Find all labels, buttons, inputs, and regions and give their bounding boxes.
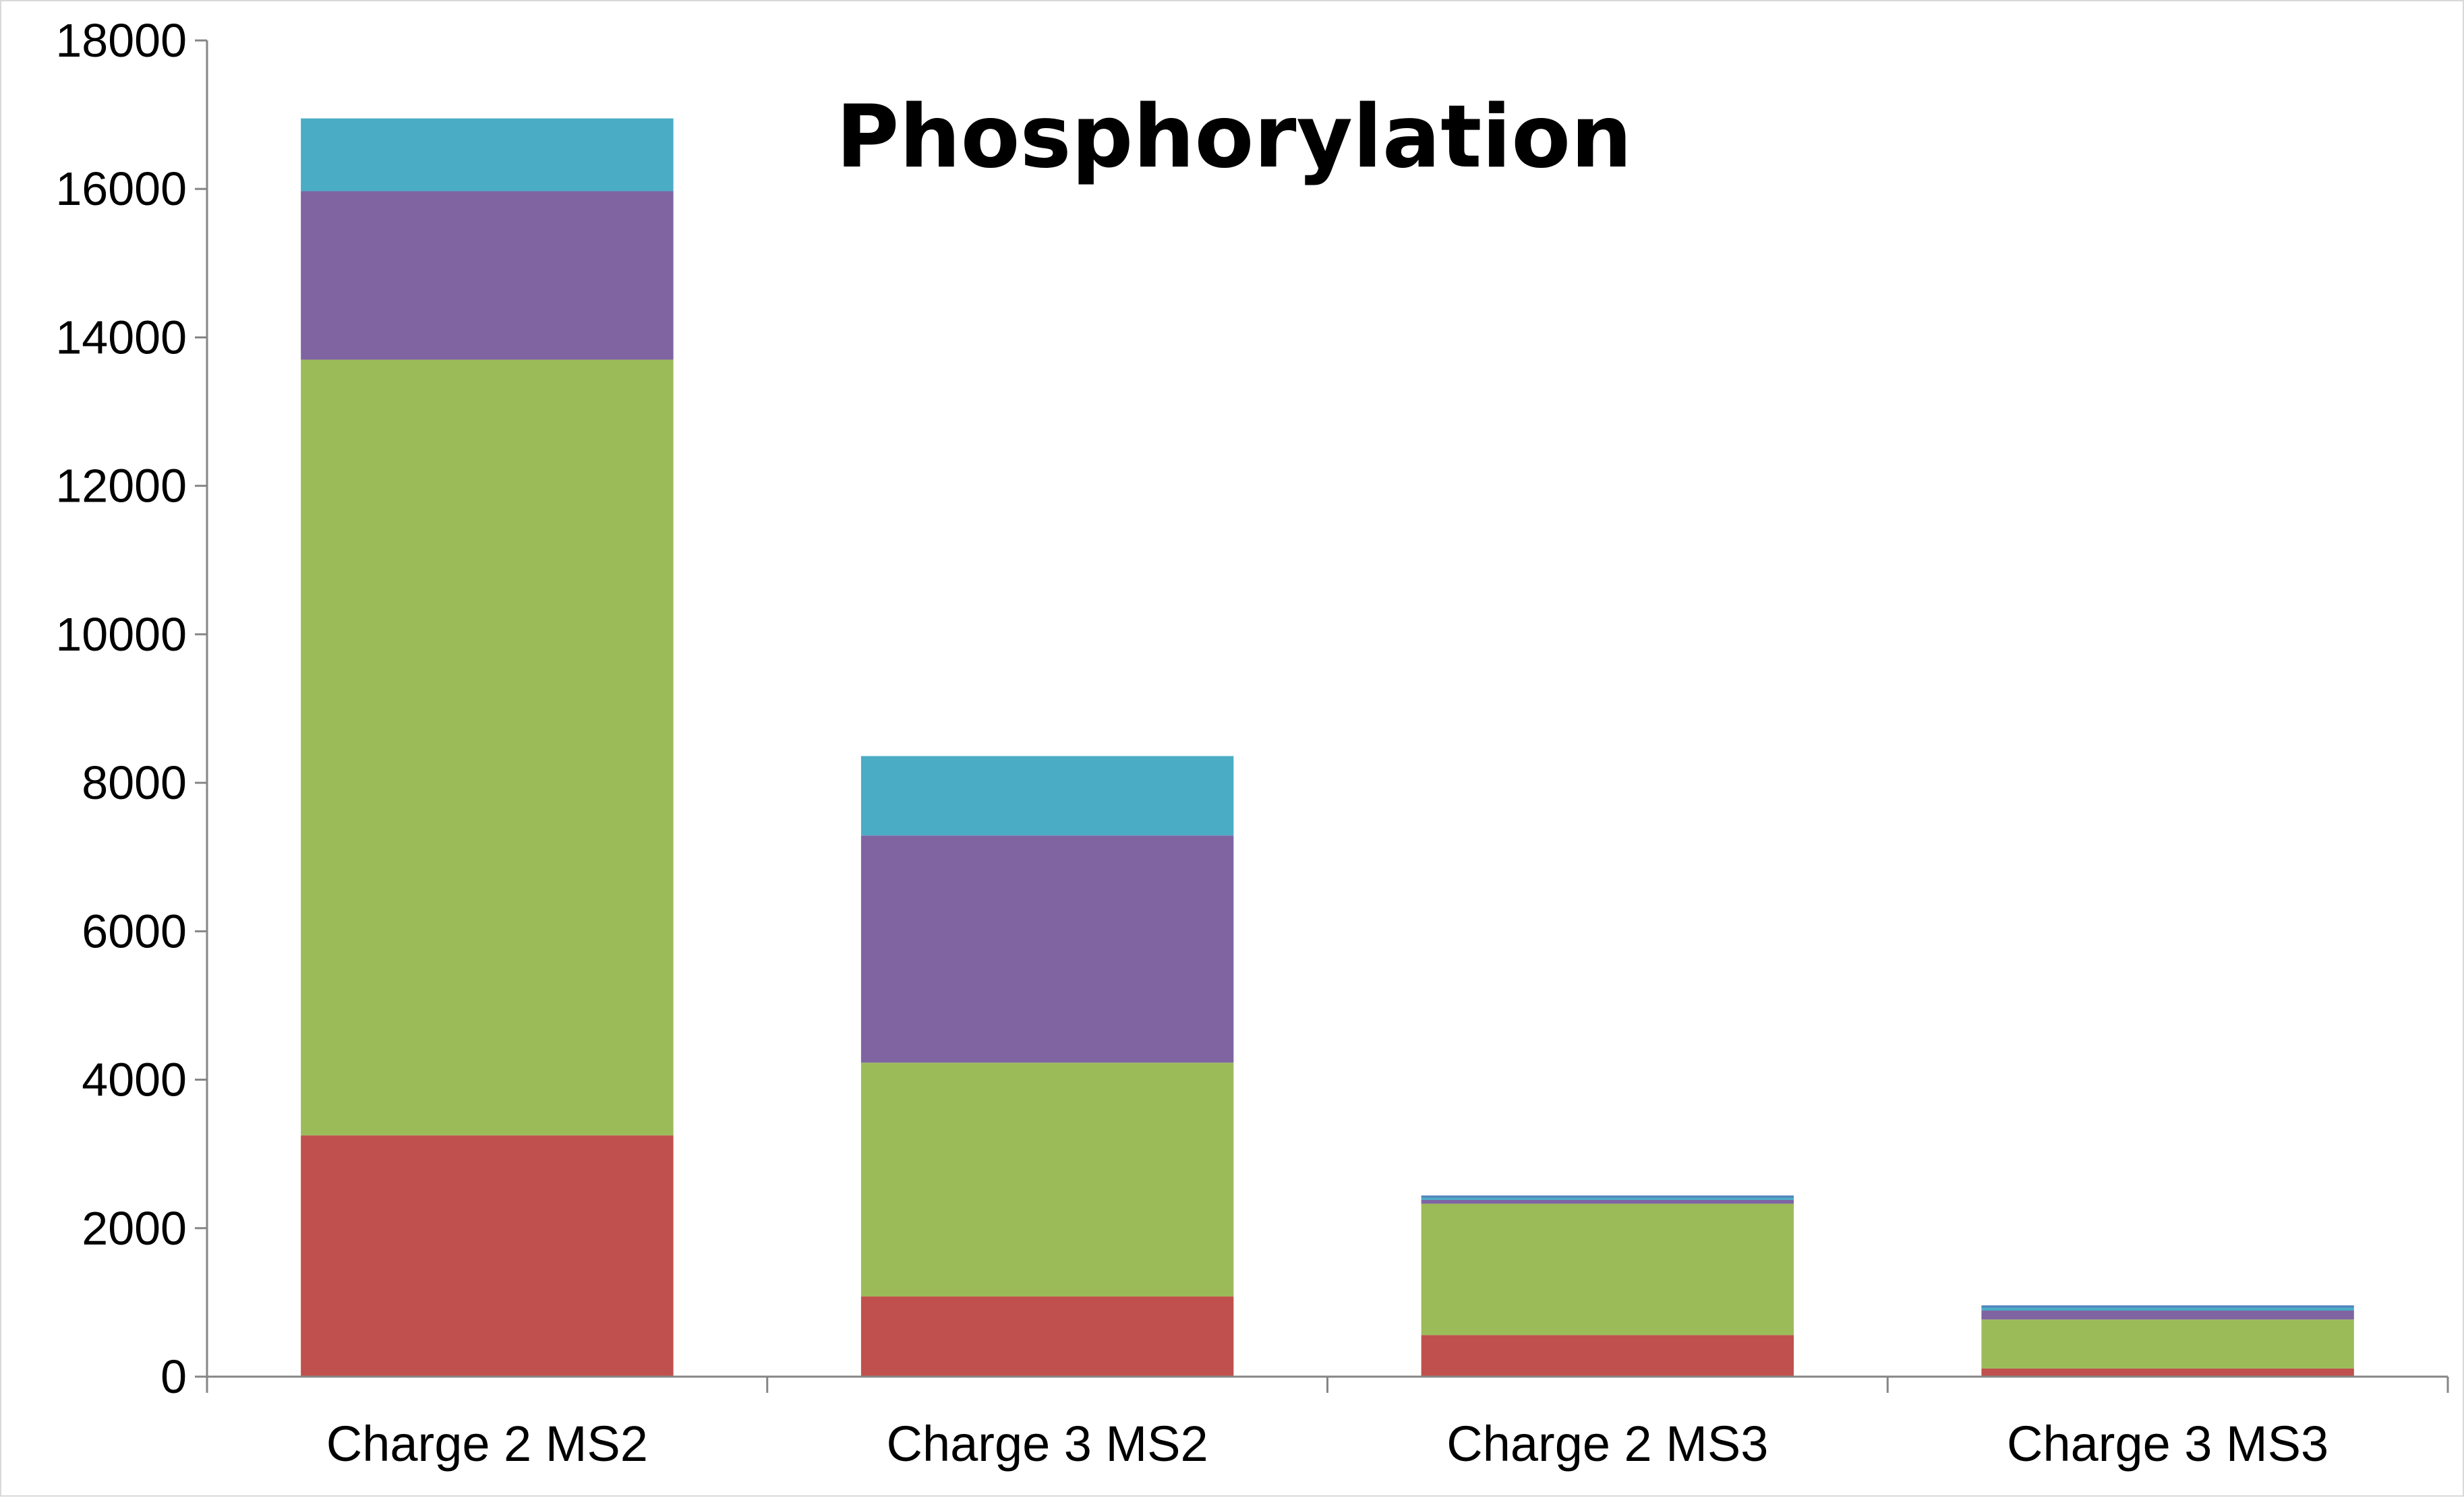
bar-segment xyxy=(1421,1195,1794,1198)
bar-segment xyxy=(301,118,674,191)
x-category-label: Charge 3 MS3 xyxy=(2007,1416,2328,1472)
bar-segment xyxy=(860,1296,1234,1377)
x-axis-ticks: Charge 2 MS2 Charge 3 MS2 Charge 2 MS3 Char… xyxy=(206,1377,2449,1472)
bar-segment xyxy=(860,835,1234,1063)
y-axis-ticks: 0 2000 4000 6000 8000 10000 12000 14000 16000 180… xyxy=(55,14,207,1403)
bar-segment xyxy=(1981,1319,2354,1369)
x-category-label: Charge 2 MS3 xyxy=(1446,1416,1768,1472)
bar-segment xyxy=(1981,1307,2354,1311)
y-tick-label: 0 xyxy=(160,1350,187,1403)
y-tick-label: 14000 xyxy=(55,311,187,363)
bars-layer xyxy=(301,118,2354,1377)
bar-segment xyxy=(1421,1199,1794,1204)
bar-segment xyxy=(301,1135,674,1377)
y-tick-label: 12000 xyxy=(55,460,187,512)
y-tick-label: 2000 xyxy=(82,1202,187,1255)
bar-segment xyxy=(301,191,674,360)
y-tick-label: 18000 xyxy=(55,14,187,67)
x-category-label: Charge 3 MS2 xyxy=(887,1416,1208,1472)
y-tick-label: 6000 xyxy=(82,905,187,957)
y-tick-label: 4000 xyxy=(82,1054,187,1106)
bar-segment xyxy=(1981,1305,2354,1308)
bar-segment xyxy=(860,1062,1234,1297)
y-tick-label: 16000 xyxy=(55,162,187,215)
bar-segment xyxy=(1981,1311,2354,1320)
bar-segment xyxy=(1421,1335,1794,1377)
bar-segment xyxy=(860,756,1234,836)
chart-title: Phosphorylation xyxy=(836,87,1633,187)
bar-segment xyxy=(1421,1203,1794,1336)
bar-segment xyxy=(1981,1368,2354,1377)
bar-segment xyxy=(301,359,674,1136)
y-tick-label: 8000 xyxy=(82,756,187,809)
bar-segment xyxy=(1421,1197,1794,1200)
y-tick-label: 10000 xyxy=(55,608,187,661)
x-category-label: Charge 2 MS2 xyxy=(326,1416,648,1472)
